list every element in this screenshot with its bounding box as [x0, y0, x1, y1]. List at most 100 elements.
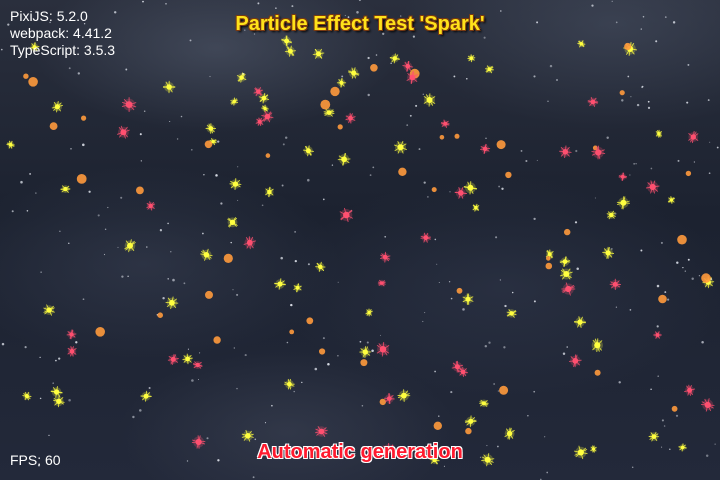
star-particle	[290, 303, 293, 307]
star-particle	[180, 115, 183, 118]
star-particle	[667, 298, 670, 301]
star-particle	[415, 104, 418, 107]
star-particle	[236, 293, 239, 296]
star-particle	[656, 325, 659, 328]
star-particle	[117, 246, 119, 248]
star-particle	[436, 263, 438, 265]
star-particle	[661, 419, 664, 422]
yellow-spark	[124, 239, 136, 253]
yellow-spark	[506, 308, 517, 318]
star-particle	[77, 72, 81, 75]
orange-ember	[431, 187, 437, 193]
star-particle	[631, 466, 634, 469]
star-particle	[330, 18, 333, 20]
star-particle	[375, 54, 378, 56]
star-particle	[640, 28, 642, 30]
star-particle	[676, 261, 679, 264]
star-particle	[1, 342, 5, 346]
yellow-spark	[258, 92, 270, 104]
star-particle	[139, 409, 142, 412]
pink-spark	[261, 110, 274, 123]
star-particle	[650, 388, 652, 391]
orange-ember	[81, 115, 87, 121]
yellow-spark	[302, 145, 314, 157]
star-particle	[698, 275, 701, 277]
yellow-spark	[559, 256, 571, 267]
yellow-spark	[284, 45, 296, 57]
version-info: PixiJS: 5.2.0 webpack: 4.41.2 TypeScript…	[10, 8, 115, 59]
yellow-spark	[312, 48, 325, 59]
star-particle	[504, 304, 507, 308]
star-particle	[384, 235, 387, 238]
star-particle	[707, 99, 710, 102]
star-particle	[661, 446, 663, 448]
pink-spark	[66, 329, 77, 340]
star-particle	[20, 180, 23, 184]
star-particle	[176, 138, 179, 140]
orange-ember	[677, 234, 687, 245]
pink-spark	[451, 360, 464, 373]
orange-ember	[685, 170, 692, 177]
star-particle	[347, 16, 350, 18]
pink-spark	[243, 236, 257, 250]
yellow-spark	[60, 185, 71, 194]
star-particle	[341, 75, 344, 78]
pink-spark	[377, 279, 386, 287]
star-particle	[68, 399, 71, 402]
star-particle	[621, 99, 624, 102]
fps-counter: FPS: 60	[10, 452, 61, 468]
star-particle	[280, 256, 283, 260]
star-particle	[337, 354, 339, 357]
star-particle	[497, 445, 499, 448]
yellow-spark	[205, 123, 217, 134]
star-particle	[672, 21, 676, 24]
pink-spark	[191, 435, 206, 449]
mode-caption: Automatic generation	[257, 441, 463, 463]
orange-ember	[213, 336, 221, 344]
star-particle	[438, 281, 440, 284]
star-particle	[97, 214, 100, 217]
yellow-spark	[365, 308, 373, 317]
orange-ember	[658, 294, 667, 304]
yellow-spark	[648, 431, 660, 442]
star-particle	[293, 390, 295, 393]
star-particle	[629, 174, 631, 176]
star-particle	[708, 172, 711, 175]
pink-spark	[420, 232, 432, 243]
star-particle	[202, 232, 204, 235]
yellow-spark	[462, 293, 474, 305]
star-particle	[314, 367, 318, 371]
star-particle	[359, 340, 362, 343]
orange-ember	[289, 329, 295, 335]
star-particle	[107, 206, 109, 209]
yellow-spark	[281, 35, 292, 47]
star-particle	[125, 68, 128, 71]
star-particle	[650, 167, 653, 170]
orange-ember	[265, 153, 271, 158]
star-particle	[261, 204, 264, 207]
star-particle	[460, 30, 462, 32]
star-particle	[358, 0, 361, 2]
star-particle	[68, 67, 71, 70]
star-particle	[438, 415, 440, 417]
orange-ember	[505, 171, 512, 179]
star-particle	[615, 306, 618, 308]
yellow-spark	[545, 249, 554, 259]
star-particle	[89, 28, 92, 31]
star-particle	[369, 174, 372, 176]
orange-ember	[319, 348, 326, 355]
star-particle	[594, 197, 596, 199]
star-particle	[83, 23, 86, 25]
pink-spark	[561, 282, 576, 296]
star-particle	[301, 381, 303, 384]
star-particle	[399, 15, 402, 17]
star-particle	[316, 29, 318, 32]
orange-ember	[157, 312, 163, 319]
star-particle	[462, 308, 465, 311]
star-particle	[254, 438, 257, 441]
orange-ember	[564, 228, 571, 236]
star-particle	[113, 11, 117, 14]
star-particle	[705, 454, 709, 457]
yellow-spark	[140, 390, 152, 402]
